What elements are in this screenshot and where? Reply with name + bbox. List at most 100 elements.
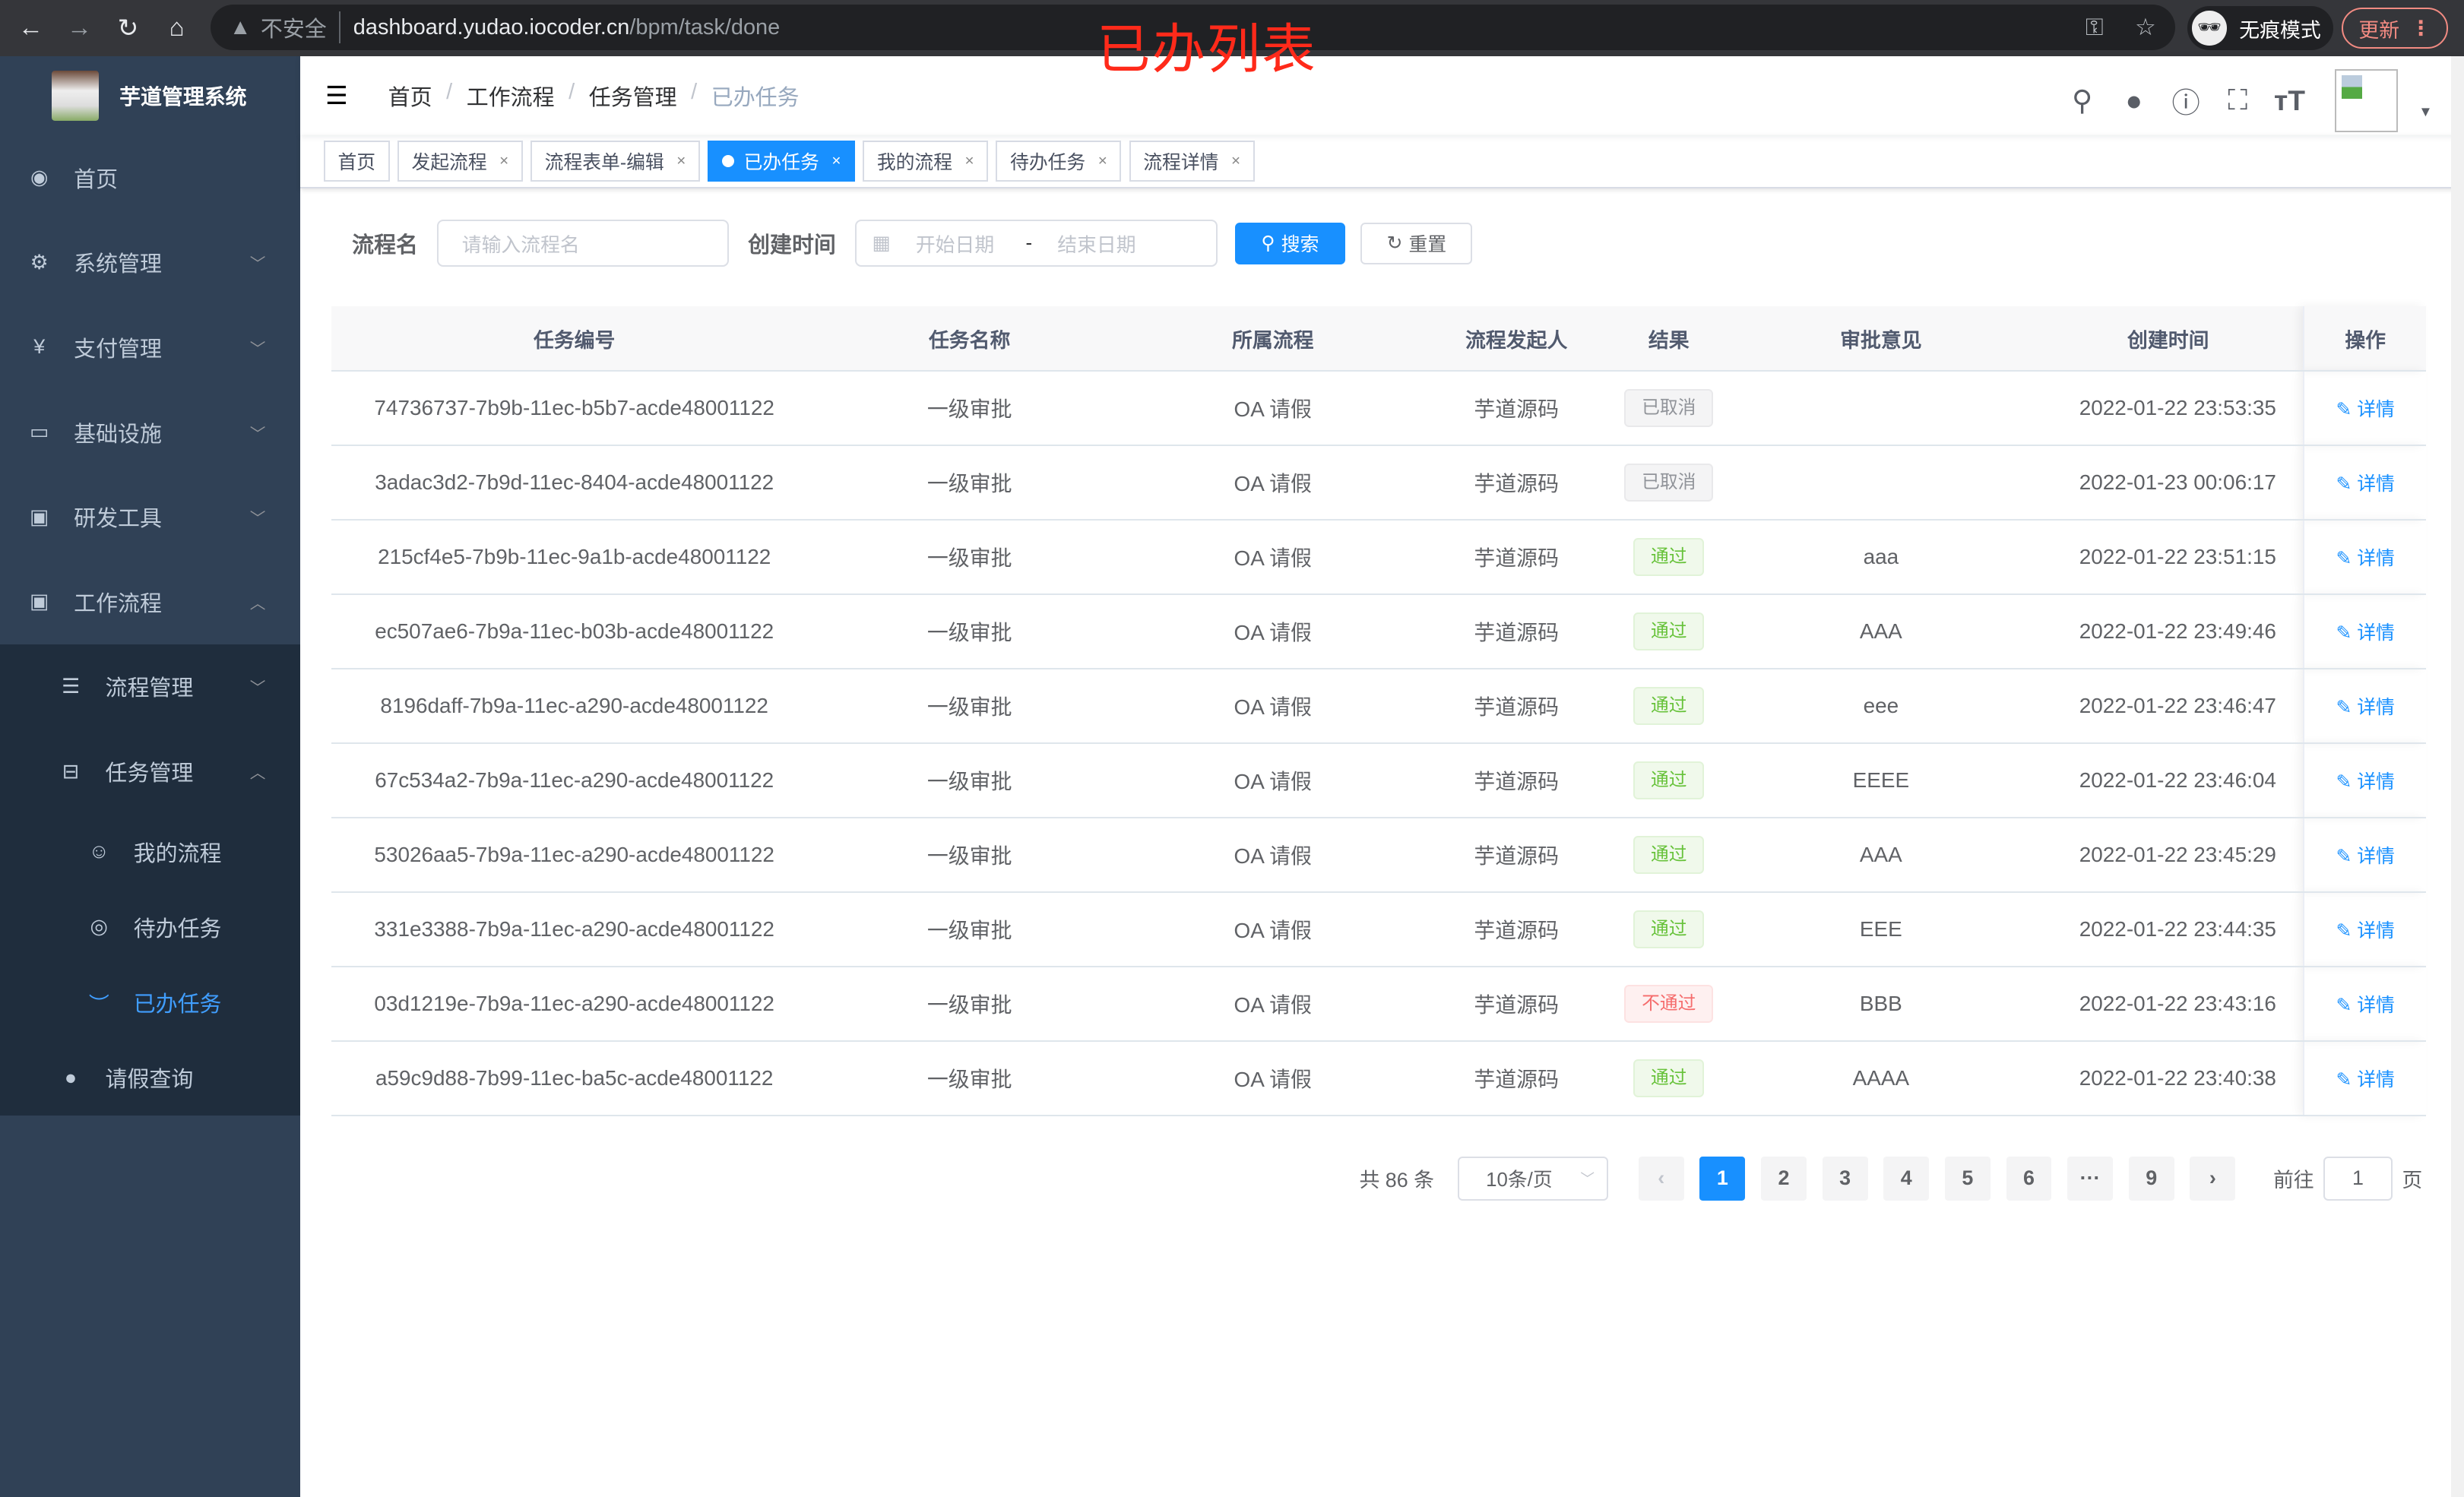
cell-comment: AAAA [1728, 1040, 2034, 1116]
sidebar-item-infra[interactable]: ▭ 基础设施 ﹀ [0, 390, 300, 475]
reload-icon[interactable]: ↻ [117, 14, 139, 43]
detail-button[interactable]: ✎ 详情 [2336, 921, 2395, 942]
tag-2[interactable]: 流程表单-编辑 × [530, 141, 700, 182]
status-badge: 通过 [1633, 836, 1705, 874]
caret-down-icon[interactable]: ▼ [2418, 103, 2433, 120]
page-button[interactable]: 3 [1822, 1156, 1868, 1201]
detail-button[interactable]: ✎ 详情 [2336, 698, 2395, 718]
sidebar-item-todo[interactable]: ◎ 待办任务 [0, 889, 300, 964]
user-group-icon: ☺ [88, 840, 109, 863]
tag-5[interactable]: 待办任务 × [996, 141, 1122, 182]
sidebar: 芋道管理系统 ◉ 首页 ⚙ 系统管理 ﹀ ¥ 支付管理 ﹀ ▭ 基础设施 ﹀ ▣ 研发工具 ﹀ ▣… [0, 56, 300, 1497]
page-size-select[interactable]: 10条/页 ﹀ [1457, 1156, 1609, 1201]
avatar[interactable] [2335, 68, 2399, 132]
detail-button[interactable]: ✎ 详情 [2336, 995, 2395, 1016]
prev-page-button[interactable]: ‹ [1638, 1156, 1684, 1201]
app-logo[interactable]: 芋道管理系统 [0, 56, 300, 135]
insecure-label: 不安全 [261, 11, 341, 44]
close-icon[interactable]: × [1230, 151, 1241, 169]
sidebar-item-devtools[interactable]: ▣ 研发工具 ﹀ [0, 474, 300, 559]
help-icon[interactable]: ⓘ [2171, 87, 2200, 119]
update-button[interactable]: 更新 ⋮ [2341, 8, 2449, 49]
goto-page-input[interactable]: 1 [2323, 1156, 2393, 1201]
sidebar-item-task-manage[interactable]: ⊟ 任务管理 ︿ [0, 729, 300, 814]
page-button[interactable]: 2 [1761, 1156, 1807, 1201]
cell-id: 03d1219e-7b9a-11ec-a290-acde48001122 [331, 966, 818, 1042]
detail-label: 详情 [2357, 920, 2395, 942]
star-icon[interactable]: ☆ [2134, 13, 2156, 40]
address-bar[interactable]: ▲ 不安全 dashboard.yudao.iocoder.cn/bpm/tas… [211, 5, 2175, 51]
sidebar-item-pay[interactable]: ¥ 支付管理 ﹀ [0, 305, 300, 390]
detail-button[interactable]: ✎ 详情 [2336, 549, 2395, 569]
search-button[interactable]: ⚲ 搜索 [1235, 222, 1345, 265]
close-icon[interactable]: × [499, 151, 509, 169]
range-separator: - [1025, 232, 1033, 254]
fullscreen-icon[interactable]: ⛶ [2228, 84, 2248, 116]
cell-result: 通过 [1609, 891, 1729, 967]
page-button[interactable]: 4 [1883, 1156, 1930, 1201]
scrollbar[interactable] [2451, 56, 2464, 1497]
detail-label: 详情 [2357, 995, 2395, 1016]
cell-comment [1728, 370, 2034, 446]
tag-0[interactable]: 首页 [323, 141, 390, 182]
github-icon[interactable]: ● [2125, 84, 2143, 116]
incognito-badge[interactable]: 🕶 无痕模式 [2187, 6, 2334, 51]
sidebar-item-home[interactable]: ◉ 首页 [0, 135, 300, 220]
sidebar-item-done[interactable]: ︶ 已办任务 [0, 964, 300, 1040]
sidebar-item-workflow[interactable]: ▣ 工作流程 ︿ [0, 559, 300, 644]
yen-icon: ¥ [33, 335, 46, 359]
detail-button[interactable]: ✎ 详情 [2336, 623, 2395, 644]
search-icon[interactable]: ⚲ [2072, 84, 2093, 117]
breadcrumb-item[interactable]: 首页 [388, 86, 432, 111]
forward-icon[interactable]: → [66, 14, 92, 43]
process-name-input[interactable]: 请输入流程名 [436, 220, 730, 267]
tag-3[interactable]: 已办任务 × [708, 141, 855, 182]
close-icon[interactable]: × [964, 151, 974, 169]
edit-icon: ✎ [2336, 697, 2358, 718]
tag-label: 流程详情 [1143, 152, 1219, 173]
cell-id: 8196daff-7b9a-11ec-a290-acde48001122 [331, 668, 818, 744]
menu-label: 基础设施 [74, 422, 162, 447]
cell-starter: 芋道源码 [1424, 445, 1610, 521]
cell-name: 一级审批 [817, 370, 1123, 446]
page-button[interactable]: 5 [1944, 1156, 1991, 1201]
sidebar-item-process-manage[interactable]: ☰ 流程管理 ﹀ [0, 644, 300, 730]
column-header: 操作 [2303, 306, 2427, 372]
page-button[interactable]: 1 [1699, 1156, 1746, 1201]
close-icon[interactable]: × [676, 151, 686, 169]
detail-button[interactable]: ✎ 详情 [2336, 772, 2395, 793]
table-row: a59c9d88-7b99-11ec-ba5c-acde48001122 一级审批… [331, 1040, 2427, 1116]
breadcrumb-item[interactable]: 任务管理 [588, 86, 677, 111]
sidebar-item-leave[interactable]: ● 请假查询 [0, 1040, 300, 1116]
detail-button[interactable]: ✎ 详情 [2336, 474, 2395, 495]
hamburger-icon[interactable]: ☰ [325, 82, 348, 111]
page-button[interactable]: ··· [2067, 1156, 2114, 1201]
sidebar-item-my-process[interactable]: ☺ 我的流程 [0, 814, 300, 889]
key-icon[interactable]: ⚿ [2086, 13, 2104, 40]
date-range-picker[interactable]: ▦ 开始日期 - 结束日期 [854, 220, 1218, 267]
table-row: ec507ae6-7b9a-11ec-b03b-acde48001122 一级审批… [331, 593, 2427, 669]
tag-4[interactable]: 我的流程 × [863, 141, 989, 182]
next-page-button[interactable]: › [2190, 1156, 2236, 1201]
status-badge: 已取消 [1624, 389, 1714, 427]
detail-button[interactable]: ✎ 详情 [2336, 847, 2395, 867]
tag-6[interactable]: 流程详情 × [1129, 141, 1255, 182]
tag-1[interactable]: 发起流程 × [397, 141, 523, 182]
sidebar-item-system[interactable]: ⚙ 系统管理 ﹀ [0, 220, 300, 305]
page-button[interactable]: 6 [2006, 1156, 2052, 1201]
back-icon[interactable]: ← [17, 14, 43, 43]
detail-label: 详情 [2357, 697, 2395, 718]
tag-label: 流程表单-编辑 [544, 152, 664, 173]
breadcrumb-item[interactable]: 工作流程 [466, 86, 555, 111]
tag-label: 首页 [337, 152, 376, 173]
detail-button[interactable]: ✎ 详情 [2336, 1070, 2395, 1090]
home-icon[interactable]: ⌂ [169, 14, 185, 43]
reset-button[interactable]: ↻ 重置 [1360, 222, 1473, 265]
font-size-icon[interactable]: тT [2274, 84, 2305, 116]
close-icon[interactable]: × [831, 151, 841, 169]
close-icon[interactable]: × [1097, 151, 1107, 169]
detail-button[interactable]: ✎ 详情 [2336, 400, 2395, 420]
table-row: 3adac3d2-7b9d-11ec-8404-acde48001122 一级审批… [331, 445, 2427, 521]
cell-action: ✎ 详情 [2303, 891, 2427, 967]
page-button[interactable]: 9 [2128, 1156, 2174, 1201]
